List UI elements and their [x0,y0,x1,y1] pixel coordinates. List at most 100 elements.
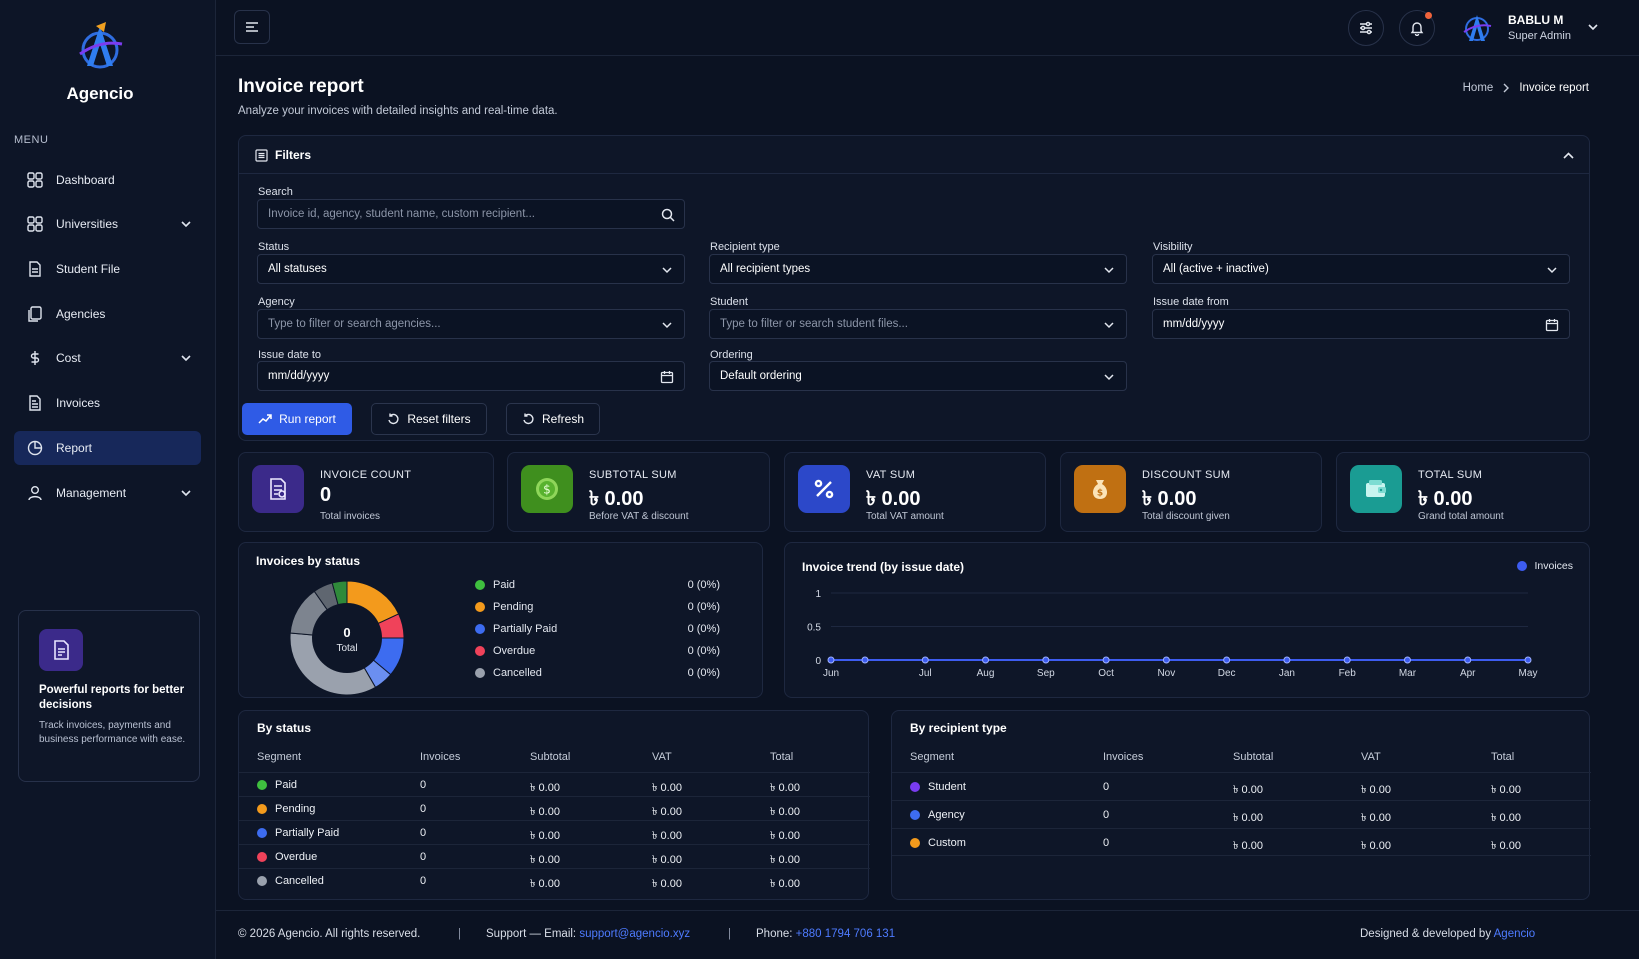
chevron-down-icon[interactable] [179,351,193,365]
run-report-button[interactable]: Run report [242,403,352,435]
user-menu-chevron-icon[interactable] [1586,20,1600,34]
data-point[interactable] [861,656,869,664]
sidebar-item-invoices[interactable]: Invoices [14,386,201,420]
reset-icon [388,413,399,424]
kpi-value: ৳ 0.00 [866,488,921,510]
x-tick-label: Nov [1157,668,1175,679]
calendar-icon[interactable] [1545,318,1559,332]
data-point[interactable] [1223,656,1231,664]
sidebar-item-agencies[interactable]: Agencies [14,297,201,331]
sidebar-item-universities[interactable]: Universities [14,207,201,241]
total-cell: ৳ 0.00 [770,782,800,794]
segment-cell: Agency [910,809,965,821]
pie-chart-icon [26,439,44,457]
data-point[interactable] [1102,656,1110,664]
kpi-value: 0 [320,484,332,506]
issue-date-from-input[interactable]: mm/dd/yyyy [1152,309,1570,339]
sidebar-item-cost[interactable]: Cost [14,341,201,375]
issue-date-to-input[interactable]: mm/dd/yyyy [257,361,685,391]
vat-cell: ৳ 0.00 [652,806,682,818]
subtotal-cell: ৳ 0.00 [530,878,560,890]
sidebar-item-management[interactable]: Management [14,476,201,510]
kpi-sub: Grand total amount [1418,511,1504,522]
agency-label: Agency [258,296,295,308]
notifications-button[interactable] [1399,10,1435,46]
hamburger-icon [246,22,258,32]
data-point[interactable] [921,656,929,664]
by-status-title: By status [257,721,312,735]
y-tick-label: 0 [815,656,821,667]
total-cell: ৳ 0.00 [770,806,800,818]
visibility-select[interactable]: All (active + inactive) [1152,254,1570,284]
chevron-down-icon [662,267,672,274]
legend-label: Invoices [1534,560,1573,572]
refresh-button[interactable]: Refresh [506,403,600,435]
chevron-down-icon[interactable] [179,217,193,231]
footer-support-email-link[interactable]: support@agencio.xyz [579,928,691,940]
chevron-down-icon[interactable] [179,486,193,500]
calendar-icon[interactable] [660,370,674,384]
data-point[interactable] [827,656,835,664]
sidebar-item-student-file[interactable]: Student File [14,252,201,286]
filters-card: Filters Search Invoice id, agency, stude… [238,135,1590,441]
data-point[interactable] [1343,656,1351,664]
student-combobox[interactable]: Type to filter or search student files..… [709,309,1127,339]
sidebar-item-label: Invoices [56,396,101,410]
agency-placeholder: Type to filter or search agencies... [268,318,441,330]
donut-center-value: 0 [343,625,350,640]
agency-combobox[interactable]: Type to filter or search agencies... [257,309,685,339]
svg-text:$: $ [1097,489,1103,499]
footer-phone-link[interactable]: +880 1794 706 131 [795,928,896,940]
user-role: Super Admin [1508,30,1571,42]
column-header: VAT [1361,751,1381,763]
legend-label: Overdue [493,645,536,657]
recipient-type-select[interactable]: All recipient types [709,254,1127,284]
segment-cell: Paid [257,779,297,791]
by-status-table-card: By status Segment Invoices Subtotal VAT … [238,710,870,900]
data-point[interactable] [1403,656,1411,664]
run-report-label: Run report [279,412,336,426]
footer-credit: Designed & developed by Agencio [1360,928,1535,940]
legend-label: Partially Paid [493,623,558,635]
report-icon [39,629,83,671]
avatar[interactable] [1460,10,1494,44]
data-point[interactable] [1464,656,1472,664]
footer-credit-link[interactable]: Agencio [1493,928,1536,940]
ordering-select[interactable]: Default ordering [709,361,1127,391]
sidebar-item-report[interactable]: Report [14,431,201,465]
vat-cell: ৳ 0.00 [1361,784,1391,796]
x-tick-label: Apr [1460,668,1476,679]
search-icon[interactable] [661,208,675,222]
sidebar-item-label: Management [56,486,127,500]
data-point[interactable] [1283,656,1291,664]
breadcrumb-home[interactable]: Home [1462,82,1494,94]
subtotal-cell: ৳ 0.00 [1233,840,1263,852]
invoices-cell: 0 [1103,781,1110,793]
issue-date-to-value: mm/dd/yyyy [268,370,330,382]
agencio-logo[interactable] [70,20,130,70]
search-input[interactable]: Invoice id, agency, student name, custom… [257,199,685,229]
filters-header[interactable]: Filters [239,136,1589,174]
status-value: All statuses [268,263,327,275]
data-point[interactable] [1162,656,1170,664]
trend-legend[interactable]: Invoices [1517,560,1573,572]
status-legend-partially-paid: Partially Paid 0 (0%) [475,621,720,637]
menu-toggle-button[interactable] [234,10,270,44]
sidebar-item-dashboard[interactable]: Dashboard [14,163,201,197]
reset-filters-button[interactable]: Reset filters [371,403,487,435]
issue-date-to-label: Issue date to [258,349,321,361]
status-select[interactable]: All statuses [257,254,685,284]
footer-phone: Phone: +880 1794 706 131 [756,928,895,940]
data-point[interactable] [982,656,990,664]
invoices-cell: 0 [1103,837,1110,849]
chevron-down-icon [1547,267,1557,274]
legend-dot [475,624,485,634]
settings-button[interactable] [1348,10,1384,46]
data-point[interactable] [1042,656,1050,664]
issue-date-from-value: mm/dd/yyyy [1163,318,1225,330]
segment-dot [257,804,267,814]
column-header: Total [1491,751,1515,763]
vat-cell: ৳ 0.00 [652,854,682,866]
data-point[interactable] [1524,656,1532,664]
chevron-up-icon[interactable] [1562,149,1575,162]
